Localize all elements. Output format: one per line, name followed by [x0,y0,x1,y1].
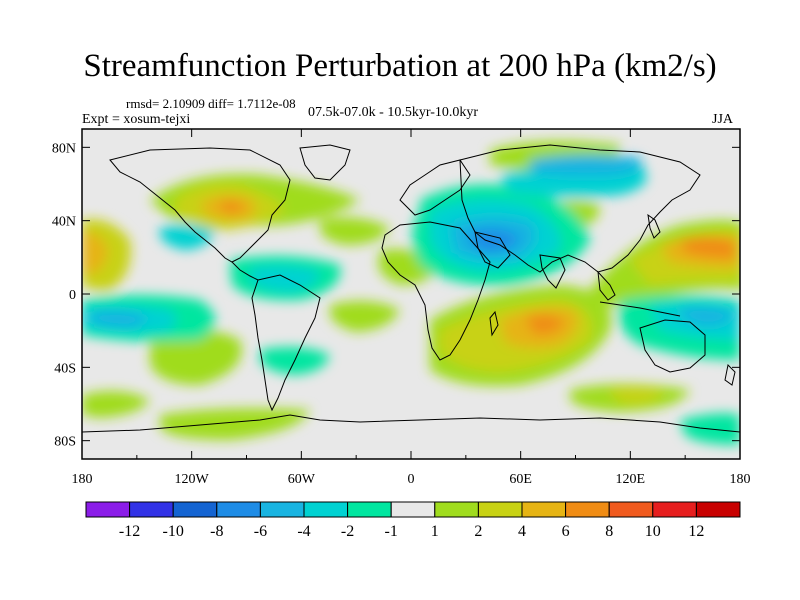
colorbar-label: 1 [431,523,439,540]
colorbar-swatch [259,501,305,518]
colorbar-label: -12 [119,523,140,540]
coast-south-america [251,274,321,412]
contour-americas-blue-2 [250,265,320,292]
lat-label: 40N [52,215,76,230]
colorbar-swatch [303,501,349,518]
lat-label: 80S [54,435,76,450]
colorbar-label: 4 [518,523,526,540]
lon-label: 180 [72,472,93,487]
colorbar-label: 6 [562,523,570,540]
lon-label: 60W [288,472,316,487]
contour-e-pacific-blue [160,224,215,250]
colorbar-swatch [85,501,131,518]
contour-s-pacific-west [82,391,150,418]
colorbar-swatch [521,501,567,518]
colorbar-swatch [565,501,610,518]
colorbar-swatch [390,501,436,518]
lon-label: 180 [730,472,751,487]
lat-label: 40S [54,361,76,376]
colorbar-label: -10 [163,523,184,540]
colorbar-swatch [172,501,218,518]
colorbar-label: 10 [645,523,661,540]
contour-south-indian-core [610,387,665,404]
longitude-axis: 180 120W 60W 0 60E 120E 180 [72,129,751,487]
contour-eurasia-peak [469,229,520,252]
experiment-label: Expt = xosum-tejxi [82,112,191,127]
lat-label: 0 [69,288,76,303]
coast-africa [381,221,491,361]
contour-tropical-pacific-3 [90,310,146,328]
contour-s-pacific-east [150,328,242,385]
colorbar-swatch [129,501,174,518]
colorbar-label: 8 [605,523,613,540]
field-layer [82,129,740,459]
coast-se-asia [597,270,616,301]
contour-n-america-peak [218,201,245,214]
colorbar-swatch [216,501,261,518]
colorbar-label: -1 [385,523,398,540]
contour-e-pacific-core [82,231,108,275]
lon-label: 60E [509,472,532,487]
colorbar: -12 -10 -8 -6 -4 -2 -1 1 2 4 6 8 10 12 [85,501,741,540]
lat-label: 80N [52,141,76,156]
contour-australia-3 [680,306,735,326]
coast-central-america [231,261,259,281]
coast-india [539,254,566,289]
colorbar-label: -8 [210,523,223,540]
colorbar-swatch [477,501,523,518]
coast-greenland [299,144,351,181]
coastlines [82,144,740,433]
contour-n-atlantic-mid [320,217,390,245]
colorbar-label: -2 [341,523,354,540]
coast-australia [639,319,706,373]
colorbar-label: -4 [297,523,310,540]
lon-label: 120E [616,472,646,487]
coast-north-america [109,147,291,263]
coast-madagascar [489,310,499,337]
colorbar-swatch [652,501,697,518]
plot-title: Streamfunction Perturbation at 200 hPa (… [83,48,717,84]
contour-s-indian-peak [525,314,565,335]
contour-w-pacific-peak [680,237,735,258]
season-label: JJA [712,112,734,127]
colorbar-swatch [695,501,741,518]
period-label: 07.5k-07.0k - 10.5kyr-10.0kyr [308,105,479,120]
contour-tropical-atlantic [330,301,400,332]
contour-southern-ocean [160,408,310,440]
colorbar-label: -6 [254,523,267,540]
colorbar-swatch [347,501,392,518]
coast-indonesia [599,301,681,317]
colorbar-label: 12 [688,523,704,540]
coast-new-zealand [724,363,736,386]
contour-arctic-cyan [530,154,642,177]
lon-label: 120W [175,472,210,487]
coast-antarctica [82,414,740,433]
coast-europe [399,159,471,216]
colorbar-label: 2 [474,523,482,540]
colorbar-swatch [434,501,479,518]
coast-arabia [474,231,511,269]
coast-asia [459,144,701,273]
lon-label: 0 [408,472,415,487]
latitude-axis: 80N 40N 0 40S 80S [52,141,740,450]
rmsd-stats: rmsd= 2.10909 diff= 1.7112e-08 [126,96,296,111]
colorbar-swatch [608,501,654,518]
coast-japan [647,213,661,239]
